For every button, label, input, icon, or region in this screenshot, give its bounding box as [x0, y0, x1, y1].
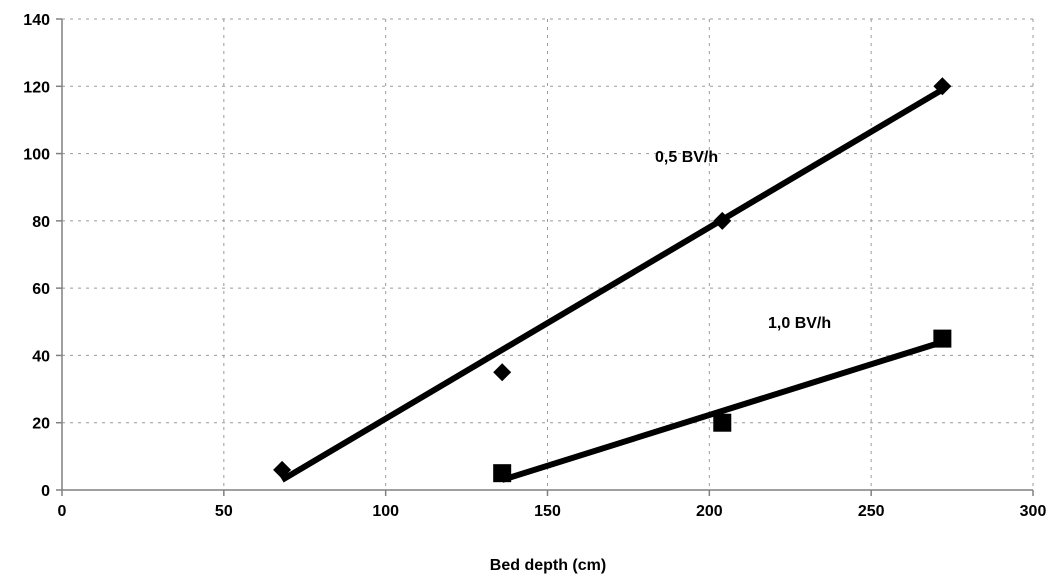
trendline: [501, 339, 944, 483]
x-tick-label: 150: [534, 503, 561, 520]
y-tick-label: 20: [32, 416, 50, 433]
series-0: [273, 77, 952, 483]
data-point-diamond: [273, 460, 292, 479]
data-point-diamond: [933, 77, 952, 96]
y-tick-label: 0: [41, 483, 50, 500]
data-point-diamond: [493, 363, 512, 382]
x-tick-label: 200: [696, 503, 723, 520]
y-tick-label: 40: [32, 348, 50, 365]
data-point-square: [493, 464, 512, 483]
series-label-1-0-bv-h: 1,0 BV/h: [768, 315, 831, 332]
trendline: [280, 87, 944, 483]
series-label-0-5-bv-h: 0,5 BV/h: [655, 149, 718, 166]
x-axis-title: Bed depth (cm): [490, 557, 606, 574]
data-point-diamond: [713, 211, 732, 230]
data-point-square: [933, 329, 952, 348]
y-tick-label: 60: [32, 281, 50, 298]
y-tick-label: 120: [23, 79, 50, 96]
y-tick-labels: 0 20 40 60 80 100 120 140: [23, 12, 50, 500]
y-tick-label: 80: [32, 214, 50, 231]
grid: [62, 18, 1034, 490]
axes: [56, 18, 1034, 496]
x-tick-label: 50: [215, 503, 233, 520]
y-tick-label: 140: [23, 12, 50, 29]
x-tick-labels: 0 50 100 150 200 250 300: [58, 503, 1047, 520]
series-1: [493, 329, 952, 483]
series-group: [273, 77, 952, 483]
x-tick-label: 300: [1020, 503, 1047, 520]
x-tick-label: 0: [58, 503, 67, 520]
x-tick-label: 250: [858, 503, 885, 520]
data-point-square: [713, 413, 732, 432]
y-tick-label: 100: [23, 147, 50, 164]
x-tick-label: 100: [372, 503, 399, 520]
